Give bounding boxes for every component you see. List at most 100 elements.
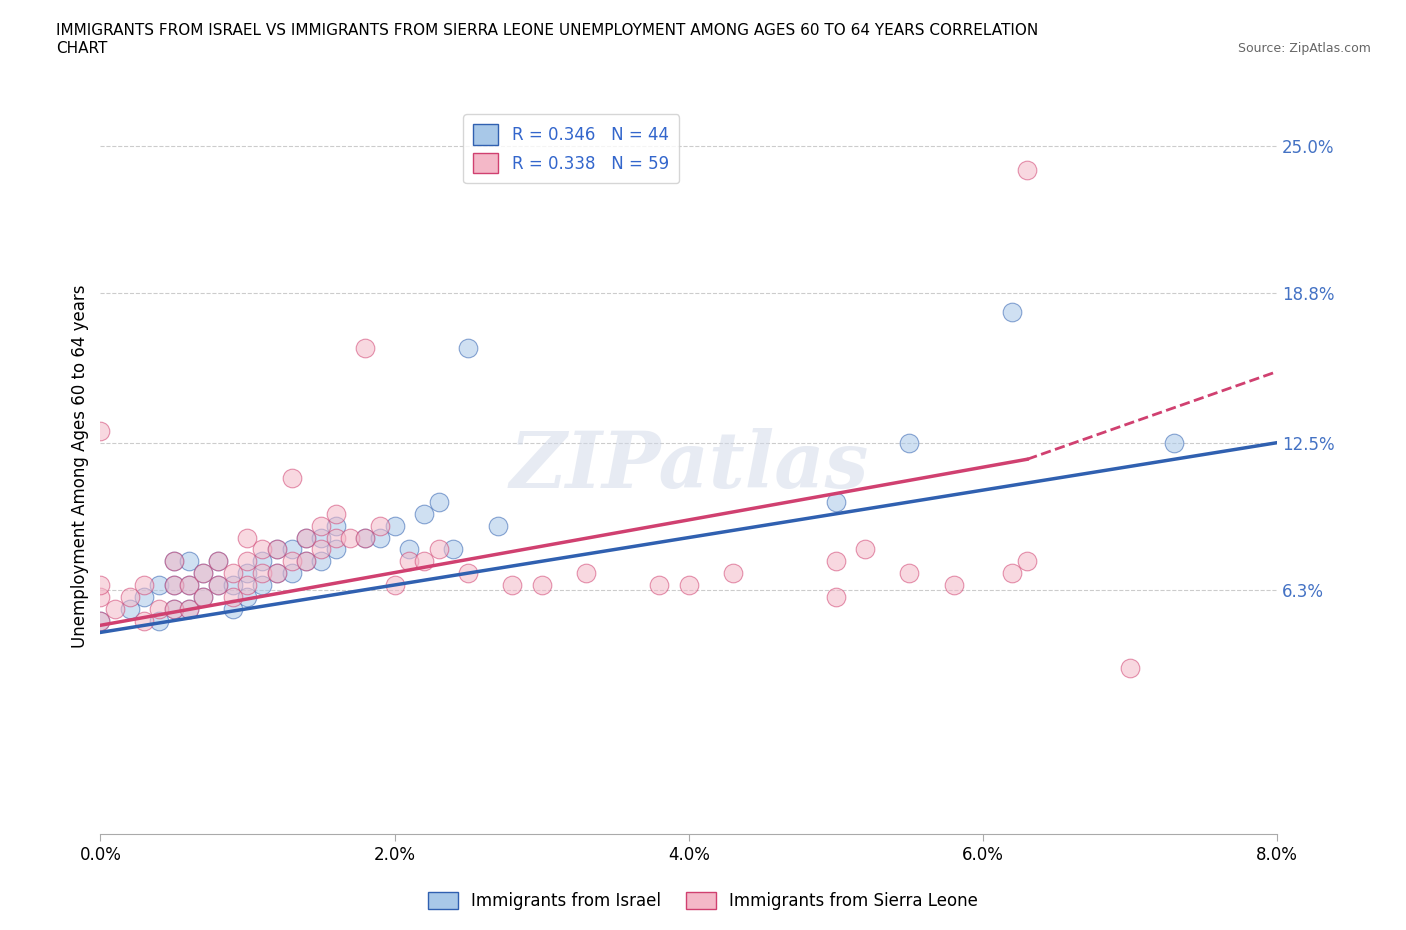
Point [441, 542, 464, 557]
Point [384, 578, 406, 592]
Point [309, 554, 332, 569]
Point [207, 554, 229, 569]
Point [193, 590, 215, 604]
Point [413, 506, 436, 521]
Text: IMMIGRANTS FROM ISRAEL VS IMMIGRANTS FROM SIERRA LEONE UNEMPLOYMENT AMONG AGES 6: IMMIGRANTS FROM ISRAEL VS IMMIGRANTS FRO… [56, 23, 1039, 56]
Point [309, 518, 332, 533]
Point [118, 590, 141, 604]
Point [825, 495, 848, 510]
Point [295, 554, 318, 569]
Point [280, 471, 302, 485]
Point [193, 565, 215, 580]
Point [309, 530, 332, 545]
Point [457, 565, 479, 580]
Point [177, 602, 200, 617]
Point [207, 578, 229, 592]
Point [853, 542, 876, 557]
Point [118, 602, 141, 617]
Point [898, 435, 921, 450]
Point [250, 578, 273, 592]
Point [825, 590, 848, 604]
Point [295, 554, 318, 569]
Point [250, 554, 273, 569]
Point [1001, 305, 1024, 320]
Point [280, 554, 302, 569]
Point [368, 518, 391, 533]
Point [280, 542, 302, 557]
Point [163, 554, 186, 569]
Point [177, 602, 200, 617]
Point [1001, 565, 1024, 580]
Point [222, 565, 245, 580]
Point [1017, 163, 1039, 178]
Point [501, 578, 523, 592]
Point [384, 518, 406, 533]
Point [368, 530, 391, 545]
Point [193, 565, 215, 580]
Point [104, 602, 127, 617]
Point [89, 613, 111, 628]
Point [457, 340, 479, 355]
Point [398, 542, 420, 557]
Point [222, 590, 245, 604]
Point [89, 613, 111, 628]
Point [354, 530, 377, 545]
Point [236, 565, 259, 580]
Point [163, 602, 186, 617]
Point [325, 506, 347, 521]
Point [222, 602, 245, 617]
Text: ZIPatlas: ZIPatlas [509, 428, 869, 505]
Point [413, 554, 436, 569]
Point [134, 590, 156, 604]
Point [309, 542, 332, 557]
Point [295, 530, 318, 545]
Point [266, 542, 288, 557]
Point [354, 530, 377, 545]
Point [266, 565, 288, 580]
Point [207, 554, 229, 569]
Y-axis label: Unemployment Among Ages 60 to 64 years: Unemployment Among Ages 60 to 64 years [72, 285, 89, 648]
Point [134, 578, 156, 592]
Point [222, 578, 245, 592]
Point [427, 495, 450, 510]
Point [163, 578, 186, 592]
Point [1163, 435, 1185, 450]
Point [266, 565, 288, 580]
Point [266, 542, 288, 557]
Point [163, 578, 186, 592]
Point [177, 578, 200, 592]
Point [898, 565, 921, 580]
Point [280, 565, 302, 580]
Legend: Immigrants from Israel, Immigrants from Sierra Leone: Immigrants from Israel, Immigrants from … [420, 885, 986, 917]
Point [236, 554, 259, 569]
Point [177, 578, 200, 592]
Point [250, 565, 273, 580]
Point [163, 554, 186, 569]
Point [236, 590, 259, 604]
Point [486, 518, 509, 533]
Point [398, 554, 420, 569]
Point [207, 578, 229, 592]
Point [89, 578, 111, 592]
Point [942, 578, 965, 592]
Point [236, 530, 259, 545]
Point [325, 530, 347, 545]
Point [89, 590, 111, 604]
Text: Source: ZipAtlas.com: Source: ZipAtlas.com [1237, 42, 1371, 55]
Point [148, 613, 170, 628]
Point [1017, 554, 1039, 569]
Point [250, 542, 273, 557]
Point [148, 602, 170, 617]
Point [721, 565, 744, 580]
Point [163, 602, 186, 617]
Point [148, 578, 170, 592]
Point [325, 542, 347, 557]
Point [648, 578, 671, 592]
Point [354, 340, 377, 355]
Point [575, 565, 598, 580]
Point [530, 578, 553, 592]
Point [825, 554, 848, 569]
Point [427, 542, 450, 557]
Point [89, 423, 111, 438]
Point [295, 530, 318, 545]
